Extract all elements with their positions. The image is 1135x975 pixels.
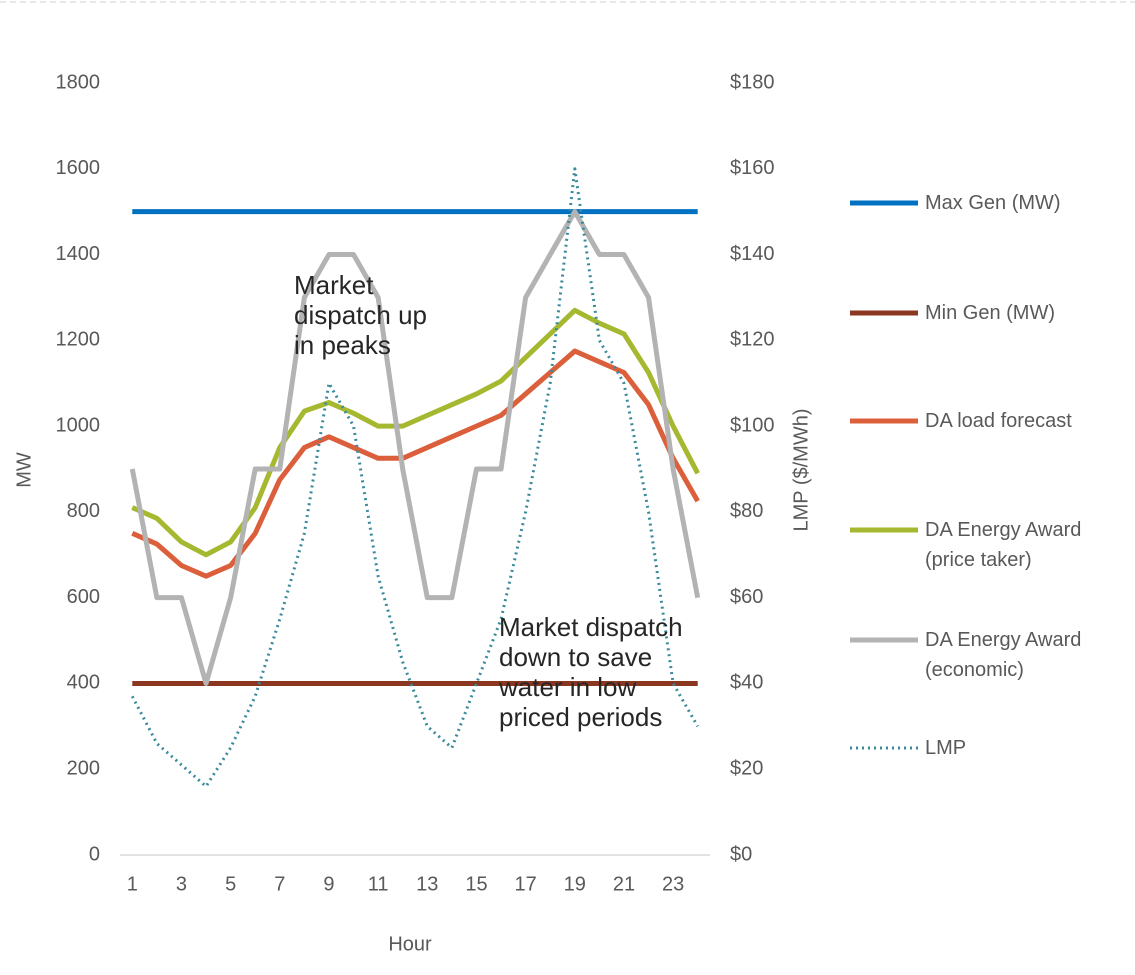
y2-tick-label: $20 xyxy=(730,758,763,780)
y-tick-label: 0 xyxy=(89,843,100,865)
x-tick-label: 15 xyxy=(465,873,487,895)
y-tick-label: 1600 xyxy=(56,157,101,179)
x-tick-label: 3 xyxy=(176,873,187,895)
y2-axis-title: LMP ($/MWh) xyxy=(790,409,812,532)
x-tick-label: 23 xyxy=(662,873,684,895)
x-tick-label: 13 xyxy=(416,873,438,895)
y2-tick-label: $120 xyxy=(730,329,775,351)
annotation: Market dispatch down to save water in lo… xyxy=(499,612,683,732)
legend-label: DA Energy Award (economic) xyxy=(925,629,1082,681)
y-tick-label: 200 xyxy=(67,758,100,780)
x-tick-label: 19 xyxy=(564,873,586,895)
legend-label: Max Gen (MW) xyxy=(925,192,1061,214)
y2-tick-label: $180 xyxy=(730,71,775,93)
series-line xyxy=(131,307,700,558)
y-tick-label: 1400 xyxy=(56,243,101,265)
x-axis-title: Hour xyxy=(388,933,432,955)
annotation: Market dispatch up in peaks xyxy=(294,270,427,360)
y-tick-label: 800 xyxy=(67,500,100,522)
x-tick-label: 17 xyxy=(515,873,537,895)
y2-tick-label: $60 xyxy=(730,586,763,608)
y2-tick-label: $0 xyxy=(730,843,752,865)
y2-tick-label: $100 xyxy=(730,414,775,436)
y-tick-label: 1200 xyxy=(56,329,101,351)
legend-label: DA load forecast xyxy=(925,410,1072,432)
x-tick-label: 11 xyxy=(368,873,389,895)
y-tick-label: 1800 xyxy=(56,71,101,93)
y-tick-label: 600 xyxy=(67,586,100,608)
y-tick-label: 1000 xyxy=(56,414,101,436)
y2-tick-label: $160 xyxy=(730,157,775,179)
y-tick-label: 400 xyxy=(67,672,100,694)
x-tick-label: 7 xyxy=(274,873,285,895)
series-line xyxy=(130,167,700,788)
series-line xyxy=(129,209,701,686)
y2-tick-label: $40 xyxy=(730,672,763,694)
y2-tick-label: $140 xyxy=(730,243,775,265)
series-line xyxy=(131,348,700,579)
x-tick-label: 1 xyxy=(127,873,138,895)
x-tick-label: 5 xyxy=(225,873,236,895)
y-axis-title: MW xyxy=(13,452,35,488)
x-tick-label: 21 xyxy=(613,873,635,895)
x-tick-label: 9 xyxy=(323,873,334,895)
legend-label: Min Gen (MW) xyxy=(925,302,1055,324)
legend-label: LMP xyxy=(925,737,967,759)
legend-label: DA Energy Award (price taker) xyxy=(925,519,1082,571)
y2-tick-label: $80 xyxy=(730,500,763,522)
